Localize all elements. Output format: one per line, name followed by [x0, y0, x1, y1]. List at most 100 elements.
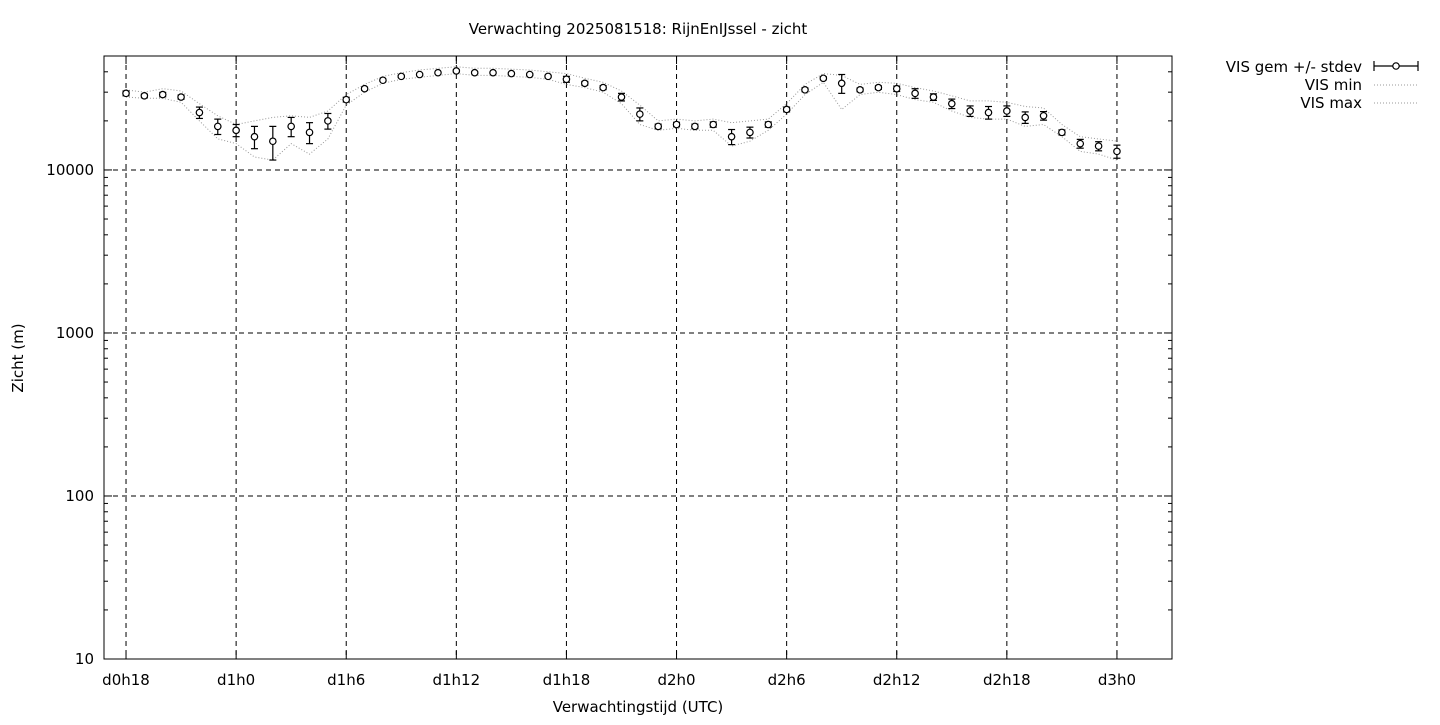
data-point	[195, 106, 204, 120]
data-point	[636, 107, 644, 122]
mean-marker	[654, 122, 662, 131]
mean-marker	[580, 79, 589, 88]
mean-marker	[764, 120, 773, 129]
mean-marker	[379, 76, 387, 85]
mean-marker	[342, 95, 351, 104]
data-point	[929, 93, 938, 102]
data-point	[360, 84, 369, 93]
data-point	[580, 79, 589, 88]
data-point	[379, 76, 387, 85]
legend-label-min: VIS min	[1305, 76, 1362, 94]
mean-marker	[324, 117, 332, 125]
mean-marker	[691, 122, 699, 131]
mean-marker	[819, 74, 828, 83]
axis-ticks	[104, 56, 1172, 660]
data-point	[874, 83, 883, 92]
data-point	[269, 125, 277, 161]
data-point	[324, 112, 332, 130]
y-tick-label: 10000	[46, 161, 94, 179]
mean-marker	[140, 91, 149, 100]
x-tick-label: d1h0	[217, 671, 255, 689]
data-point	[856, 86, 864, 94]
mean-marker	[360, 84, 369, 93]
data-point	[158, 90, 167, 99]
mean-marker	[397, 72, 406, 81]
data-point	[1113, 144, 1121, 159]
mean-marker	[672, 120, 681, 129]
mean-marker	[947, 99, 956, 108]
mean-marker	[1039, 111, 1048, 120]
x-axis-label: Verwachtingstijd (UTC)	[553, 698, 724, 716]
data-point	[1076, 138, 1085, 149]
data-point	[911, 88, 919, 99]
legend-symbol-mean	[1373, 61, 1419, 71]
mean-marker	[305, 128, 314, 137]
mean-marker	[232, 126, 240, 135]
data-point	[709, 120, 718, 129]
series-vis-max	[125, 66, 1117, 142]
legend-label-max: VIS max	[1300, 94, 1362, 112]
mean-marker	[727, 132, 736, 141]
data-point	[397, 72, 406, 81]
data-point	[122, 89, 130, 98]
mean-marker	[801, 86, 809, 94]
data-point	[837, 73, 846, 94]
x-tick-label: d1h18	[543, 671, 591, 689]
x-tick-label: d1h6	[327, 671, 365, 689]
mean-marker	[122, 89, 130, 98]
data-point	[947, 98, 956, 110]
data-point	[177, 93, 185, 101]
data-point	[727, 128, 736, 146]
chart-title: Verwachting 2025081518: RijnEnIJssel - z…	[469, 20, 808, 38]
y-axis-label: Zicht (m)	[9, 323, 27, 392]
plot-frame	[103, 55, 1173, 660]
mean-marker	[470, 68, 479, 77]
mean-marker	[269, 137, 277, 146]
mean-marker	[525, 70, 534, 79]
grid	[104, 56, 1172, 659]
mean-marker	[1003, 107, 1011, 115]
data-point	[489, 68, 497, 77]
data-point	[782, 105, 791, 114]
data-point	[654, 122, 662, 131]
y-tick-label: 10	[75, 650, 94, 668]
mean-marker	[415, 70, 424, 79]
mean-marker	[1021, 113, 1029, 122]
data-point	[305, 122, 314, 145]
mean-marker	[617, 93, 626, 101]
data-point	[984, 105, 993, 120]
mean-marker	[837, 79, 846, 88]
x-tick-label: d0h18	[102, 671, 150, 689]
data-point	[966, 105, 974, 118]
mean-marker	[1076, 139, 1085, 148]
data-point	[250, 125, 259, 150]
legend-label-mean: VIS gem +/- stdev	[1226, 58, 1362, 76]
mean-marker	[746, 128, 754, 137]
series-vis-min	[125, 73, 1118, 161]
mean-marker	[213, 122, 222, 131]
mean-marker	[636, 110, 644, 118]
x-tick-label: d2h6	[768, 671, 806, 689]
mean-marker	[984, 108, 993, 117]
data-point	[140, 91, 149, 100]
y-tick-label: 100	[65, 487, 94, 505]
mean-marker	[177, 93, 185, 101]
data-point	[415, 70, 424, 79]
x-tick-labels: d0h18 d1h0 d1h6 d1h12 d1h18 d2h0 d2h6 d2h12 d2h1…	[102, 671, 1136, 689]
data-point	[892, 84, 901, 93]
mean-marker	[966, 107, 974, 115]
mean-marker	[599, 83, 607, 92]
x-tick-label: d2h18	[983, 671, 1031, 689]
x-tick-label: d2h0	[657, 671, 695, 689]
mean-marker	[562, 75, 571, 84]
data-point	[691, 122, 699, 131]
mean-marker	[1094, 142, 1103, 150]
data-point	[672, 120, 681, 129]
data-point	[599, 83, 607, 92]
data-point	[746, 126, 754, 139]
data-point	[819, 74, 828, 83]
mean-marker	[709, 120, 718, 129]
mean-marker	[507, 69, 516, 78]
legend: VIS gem +/- stdev VIS min VIS max	[1226, 58, 1419, 112]
